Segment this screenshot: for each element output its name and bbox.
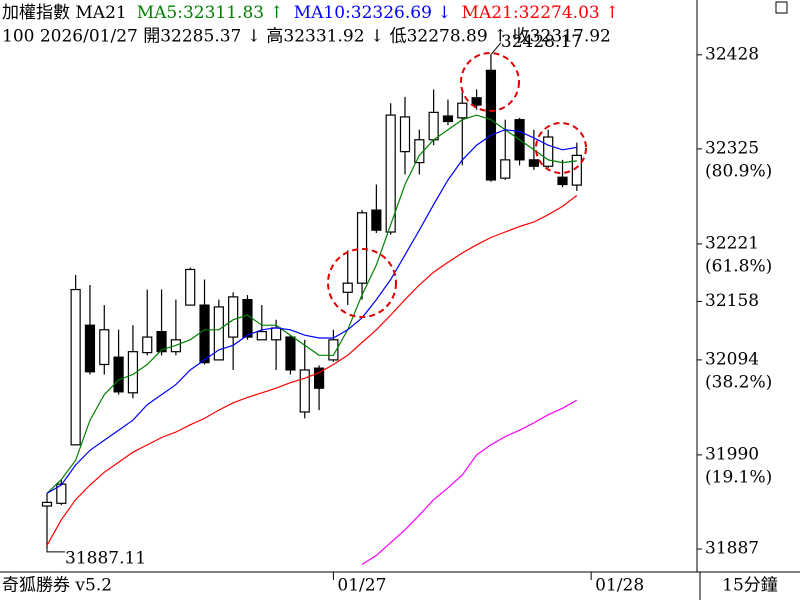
highlight-circles [327,52,587,318]
candle-body [142,336,153,354]
candle-body [399,116,411,153]
period: 15分鐘 [722,576,778,596]
high-annotation: 32428.17 [501,32,582,52]
legend-entry: MA21:32274.03 ↑ [462,3,620,23]
window-button[interactable] [775,1,788,14]
candle-body [113,356,124,393]
retracement-label: (19.1%) [705,467,772,487]
candle-body [471,97,482,106]
candle-body [41,501,53,507]
candle-body [242,299,253,338]
ma-line [46,129,577,494]
y-tick-label: 32094 [705,349,759,369]
low-annotation: 31887.11 [65,548,146,568]
candle-body [271,327,282,341]
candle-body [99,329,110,366]
y-tick-label: 32428 [705,44,759,64]
candle-body [428,111,439,141]
candle-body [371,209,382,231]
y-tick-label: 31887 [705,538,759,558]
annotation-leader [490,42,502,55]
candle-body [199,304,210,364]
candle-body [313,367,325,389]
candle-body [299,369,310,413]
y-tick-label: 32325 [705,138,759,158]
candle-body [500,159,511,179]
candle-body [285,336,296,371]
candle-body [543,136,554,167]
candle-body [385,114,396,233]
candle-body [328,339,339,361]
candle-body [256,330,267,341]
candle-body [342,282,353,293]
candle-body [457,102,468,119]
candle-body [84,324,96,373]
candle-body [528,159,539,167]
highlight-circle [460,52,520,112]
highlight-circle [535,122,587,174]
candle-body [70,288,81,446]
y-tick-label: 32221 [705,233,759,253]
candle-body [185,268,196,306]
x-tick-label: 01/28 [595,576,644,596]
ma-line [46,195,578,546]
x-tick-label: 01/27 [337,576,386,596]
y-tick-label: 31990 [705,444,759,464]
header-line: 加權指數 MA21 MA5:32311.83 ↑ MA10:32326.69 ↓ MA… [2,3,619,23]
highlight-circle [327,248,397,318]
candle-body [127,351,139,394]
candle-body [156,330,167,353]
retracement-label: (80.9%) [705,161,772,181]
header-info: 100 2026/01/27 開32285.37 ↓ 高32331.92 ↓ 低… [2,27,611,47]
app-name: 奇狐勝券 v5.2 [2,576,112,596]
candle-body [442,115,454,123]
candle-body [557,176,568,186]
candle-body [485,69,497,181]
ma-line [46,114,577,494]
legend-entry: MA5:32311.83 ↑ [137,3,284,23]
retracement-label: (38.2%) [705,372,772,392]
ma-line [361,399,578,566]
candle-body [213,306,224,361]
annotation-leader [46,548,65,553]
candle-body [228,296,239,338]
legend-entry: MA10:32326.69 ↓ [294,3,452,23]
retracement-label: (61.8%) [705,256,772,276]
candle-body [571,154,582,186]
y-tick-label: 32158 [705,291,759,311]
chart-title: 加權指數 MA21 [2,3,127,23]
